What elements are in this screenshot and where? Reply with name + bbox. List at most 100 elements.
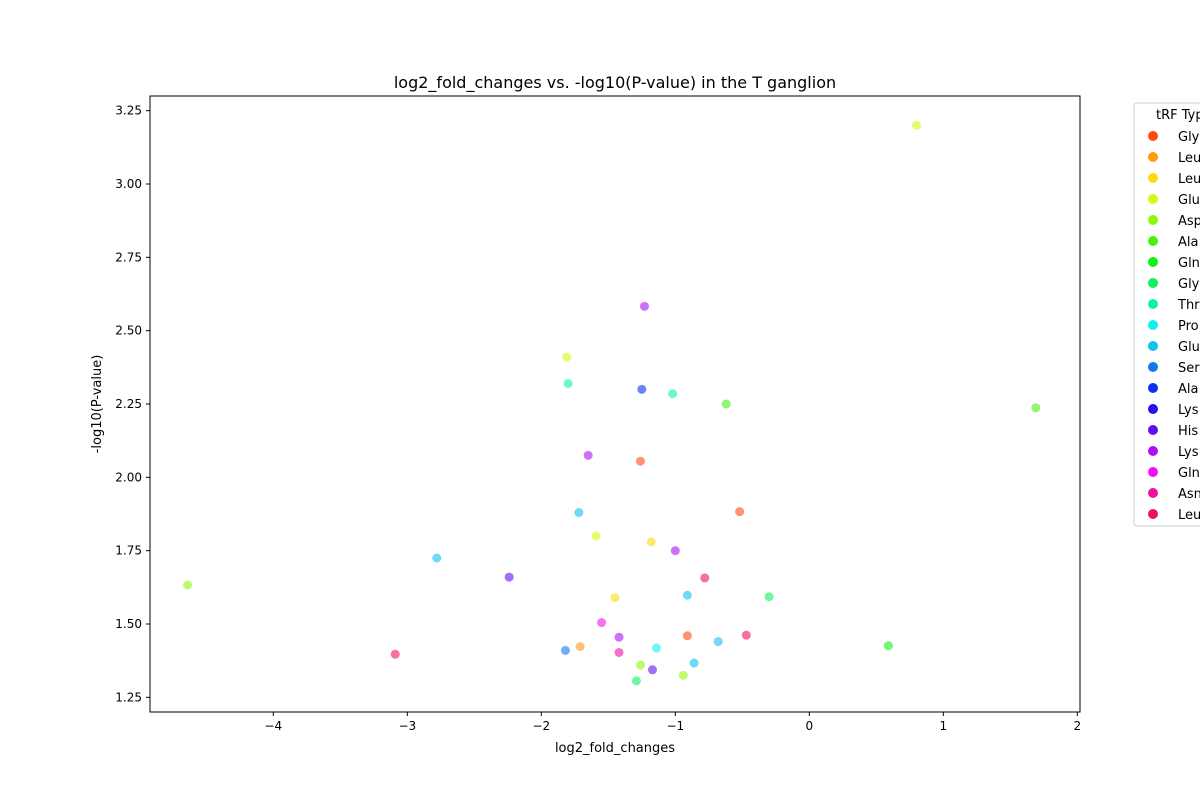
data-point [183, 580, 193, 590]
y-tick-label: 1.50 [115, 617, 142, 631]
data-point [670, 546, 680, 556]
x-tick-label: −3 [398, 719, 416, 733]
data-point [648, 665, 658, 675]
x-tick-label: 2 [1073, 719, 1081, 733]
y-tick-label: 1.75 [115, 544, 142, 558]
legend-label: Thr [1177, 298, 1200, 313]
data-point [639, 301, 649, 311]
x-tick-label: −1 [666, 719, 684, 733]
legend-item: Ser [1148, 361, 1200, 376]
data-point [652, 643, 662, 653]
legend-label: Ala [1178, 382, 1198, 397]
data-point [1031, 403, 1041, 413]
legend-title: tRF Typ [1156, 108, 1200, 123]
legend-item: Leu [1148, 151, 1200, 166]
data-point [574, 508, 584, 518]
data-point [635, 660, 645, 670]
x-tick-label: 0 [805, 719, 813, 733]
legend-marker [1148, 320, 1158, 330]
data-point [591, 531, 601, 541]
legend-item: Gly [1148, 277, 1200, 292]
y-axis: 1.25 1.50 1.75 2.00 2.25 2.50 2.75 3.00 3.25 [115, 104, 150, 704]
data-point [614, 647, 624, 657]
y-tick-label: 2.50 [115, 324, 142, 338]
plot-frame [149, 95, 1081, 713]
legend-item: Ala [1148, 235, 1198, 250]
y-tick-label: 3.00 [115, 177, 142, 191]
data-point [883, 641, 893, 651]
y-tick-label: 3.25 [115, 104, 142, 118]
data-point [631, 676, 641, 686]
data-point [682, 590, 692, 600]
x-axis-title: log2_fold_changes [555, 741, 675, 756]
legend-label: Leu [1178, 508, 1200, 523]
legend-item: Glu [1148, 193, 1200, 208]
legend-item: Leu [1148, 508, 1200, 523]
legend-label: Glu [1178, 340, 1200, 355]
legend-item: Gln [1148, 256, 1200, 271]
legend-marker [1148, 152, 1158, 162]
legend-label: Ala [1178, 235, 1198, 250]
legend-item: Pro [1148, 319, 1199, 334]
legend-marker [1148, 446, 1158, 456]
legend-marker [1148, 299, 1158, 309]
legend-entries: Gly Leu Leu Glu Asp Ala Gln Gly Thr Pro Glu Ser Ala L… [1148, 130, 1200, 523]
legend-label: Gln [1178, 256, 1200, 271]
data-point [563, 378, 573, 388]
x-tick-label: 1 [939, 719, 947, 733]
data-point [764, 592, 774, 602]
legend-frame [1133, 102, 1200, 527]
legend-marker [1148, 404, 1158, 414]
y-tick-label: 2.75 [115, 250, 142, 264]
legend-item: Asn [1148, 487, 1200, 502]
data-point [390, 649, 400, 659]
legend-label: Asp [1178, 214, 1200, 229]
data-point [562, 352, 572, 362]
legend-marker [1148, 509, 1158, 519]
legend-item: Glu [1148, 340, 1200, 355]
data-point [682, 631, 692, 641]
legend-item: Gly [1148, 130, 1200, 145]
legend-label: His [1178, 424, 1198, 439]
legend-marker [1148, 215, 1158, 225]
data-point [637, 384, 647, 394]
legend-item: His [1148, 424, 1198, 439]
data-point [668, 389, 678, 399]
legend-label: Lys [1178, 403, 1199, 418]
y-tick-label: 2.25 [115, 397, 142, 411]
chart-title: log2_fold_changes vs. -log10(P-value) in… [394, 73, 836, 93]
legend-marker [1148, 383, 1158, 393]
x-tick-label: −2 [532, 719, 550, 733]
legend-label: Gly [1178, 277, 1200, 292]
data-point [575, 642, 585, 652]
legend-marker [1148, 257, 1158, 267]
legend-marker [1148, 488, 1158, 498]
data-point [560, 645, 570, 655]
legend-item: Leu [1148, 172, 1200, 187]
legend-label: Leu [1178, 172, 1200, 187]
legend-label: Gln [1178, 466, 1200, 481]
legend: tRF Typ GlyLeuLeuGluAspAlaGlnGlyThrProGl… [1133, 102, 1200, 527]
data-point [741, 630, 751, 640]
x-axis: −4 −3 −2 −1 0 1 2 [264, 712, 1081, 733]
data-point [735, 507, 745, 517]
legend-label: Lys [1178, 445, 1199, 460]
data-point [689, 658, 699, 668]
y-axis-title: -log10(P-value) [90, 355, 105, 454]
legend-marker [1148, 236, 1158, 246]
data-point [614, 632, 624, 642]
data-point [432, 553, 442, 563]
data-point [610, 593, 620, 603]
legend-marker [1148, 341, 1158, 351]
legend-label: Glu [1178, 193, 1200, 208]
legend-marker [1148, 467, 1158, 477]
legend-marker [1148, 173, 1158, 183]
data-point [583, 450, 593, 460]
legend-label: Asn [1178, 487, 1200, 502]
legend-marker [1148, 278, 1158, 288]
legend-marker [1148, 425, 1158, 435]
legend-marker [1148, 131, 1158, 141]
data-point [504, 572, 514, 582]
data-point [646, 537, 656, 547]
